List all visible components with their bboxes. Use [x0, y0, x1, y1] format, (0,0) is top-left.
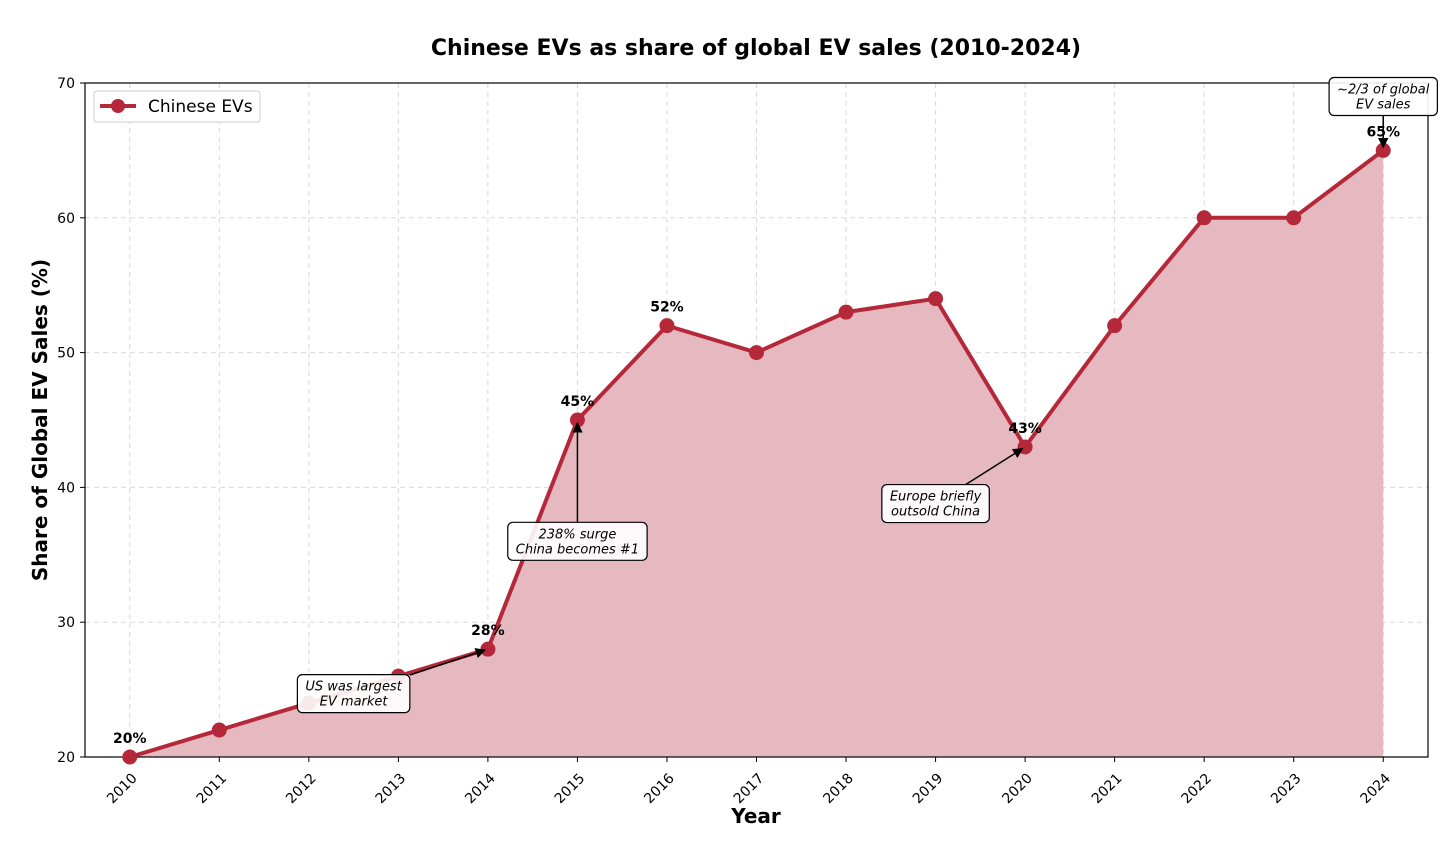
x-tick-label: 2023	[1268, 771, 1305, 808]
annotation-arrow	[409, 648, 487, 676]
chart-title: Chinese EVs as share of global EV sales …	[431, 36, 1081, 61]
annotation-arrow	[965, 447, 1024, 486]
plot-frame	[84, 82, 1429, 758]
annotation-text: EV sales	[1356, 97, 1411, 112]
point-label-2010: 20%	[113, 731, 147, 747]
y-tick-label: 60	[57, 211, 75, 227]
x-tick-label: 2019	[910, 771, 947, 808]
data-point-2023	[1286, 210, 1302, 226]
legend-marker-swatch	[111, 99, 125, 113]
area-fill	[129, 150, 1384, 757]
data-point-2022	[1196, 210, 1212, 226]
x-tick-label: 2013	[373, 771, 410, 808]
annotation-text: Europe briefly	[890, 490, 982, 505]
annotation-text: EV market	[320, 695, 389, 710]
x-tick-label: 2018	[820, 771, 857, 808]
data-point-2017	[749, 345, 764, 361]
data-point-2016	[659, 318, 675, 334]
annotation-text: outsold China	[891, 505, 980, 520]
y-tick-label: 30	[57, 615, 75, 631]
x-tick-label: 2020	[999, 771, 1036, 808]
annotation-text: ~2/3 of global	[1337, 82, 1430, 97]
annotation-box	[296, 674, 411, 714]
x-tick-label: 2022	[1178, 771, 1215, 808]
data-point-2011	[211, 722, 227, 738]
legend-box	[93, 90, 261, 123]
y-tick-label: 50	[57, 346, 75, 362]
y-tick-label: 40	[57, 480, 75, 496]
x-tick-label: 2017	[731, 771, 768, 808]
point-label-2015: 45%	[561, 394, 595, 410]
y-axis-label: Share of Global EV Sales (%)	[28, 259, 52, 581]
annotation-box	[881, 483, 990, 524]
x-tick-label: 2014	[462, 770, 499, 807]
data-point-2018	[838, 304, 854, 320]
x-tick-label: 2021	[1089, 771, 1126, 808]
point-label-2020: 43%	[1008, 421, 1042, 437]
y-axis-ticks: 20 30 40 50 60 70	[57, 76, 85, 766]
annotation-text: China becomes #1	[516, 542, 639, 557]
annotation-text: 238% surge	[538, 527, 616, 542]
data-point-2019	[928, 291, 944, 307]
x-tick-label: 2024	[1358, 770, 1395, 807]
x-axis-label: Year	[730, 804, 781, 828]
legend-label: Chinese EVs	[148, 97, 253, 117]
x-axis-ticks: 2010 2011 2012 2013 2014 2015 2016 2017 2018 2019…	[104, 757, 1394, 807]
y-tick-label: 70	[57, 76, 75, 92]
x-tick-label: 2015	[552, 771, 589, 808]
data-point-2014	[480, 641, 496, 657]
data-point-2020	[1017, 439, 1033, 455]
point-label-2016: 52%	[650, 300, 684, 316]
x-tick-label: 2010	[104, 771, 141, 808]
data-point-2010	[122, 749, 138, 765]
legend: Chinese EVs	[93, 90, 261, 123]
y-tick-label: 20	[57, 750, 75, 766]
data-point-2021	[1107, 318, 1123, 334]
annotation-text: US was largest	[305, 680, 402, 695]
point-label-2014: 28%	[471, 623, 505, 639]
x-tick-label: 2012	[283, 771, 320, 808]
x-tick-label: 2016	[641, 770, 678, 807]
x-tick-label: 2011	[194, 771, 231, 808]
